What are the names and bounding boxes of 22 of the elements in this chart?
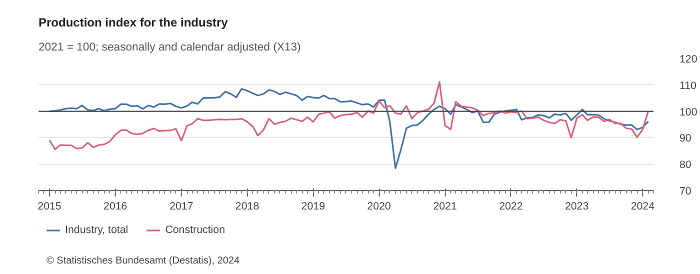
y-tick-label: 70 (680, 186, 692, 198)
y-tick-label: 100 (680, 106, 698, 118)
legend-label: Industry, total (65, 224, 128, 236)
line-series (48, 81, 650, 150)
y-tick-label: 90 (680, 132, 692, 145)
x-tick-label: 2019 (301, 200, 326, 212)
x-tick-label: 2020 (367, 200, 391, 212)
x-tick-label: 2015 (38, 200, 62, 212)
x-tick-label: 2016 (104, 200, 128, 212)
x-tick-label: 2024 (630, 200, 655, 212)
text: © Statistisches Bundesamt (Destatis), 2024 (46, 256, 240, 266)
x-tick-label: 2023 (564, 200, 589, 212)
chart-subtitle: 2021 = 100; seasonally and calendar adjusted (X13) (38, 42, 302, 54)
x-tick-label: 2021 (433, 200, 457, 212)
y-tick-label: 120 (680, 54, 698, 66)
chart-title: Production index for the industry (38, 16, 228, 30)
y-tick-label: 110 (680, 80, 697, 92)
x-tick-label: 2017 (170, 200, 194, 212)
legend-label: Construction (165, 224, 226, 236)
x-tick-label: 2022 (499, 200, 523, 212)
x-tick-label: 2018 (235, 200, 260, 212)
y-tick-label: 80 (680, 159, 692, 172)
